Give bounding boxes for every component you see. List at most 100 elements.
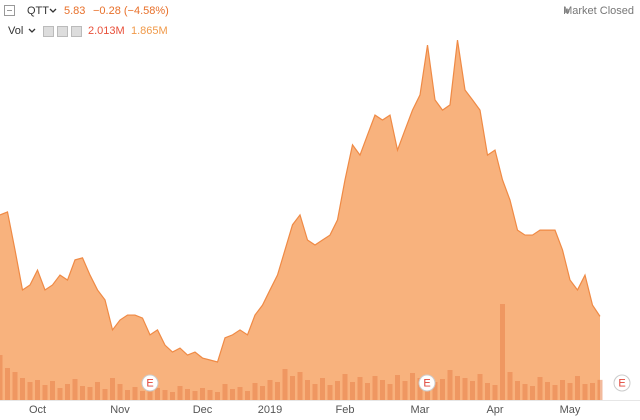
earnings-label: E xyxy=(618,377,625,389)
volume-bar xyxy=(365,383,370,400)
volume-bar xyxy=(57,388,63,400)
volume-bar xyxy=(297,372,303,400)
volume-bar xyxy=(222,384,228,400)
volume-bar xyxy=(515,381,520,400)
volume-bar xyxy=(582,384,588,400)
volume-bar xyxy=(320,378,325,400)
volume-bar xyxy=(350,382,355,400)
x-tick-label: Nov xyxy=(110,404,130,416)
volume-bar xyxy=(470,381,475,400)
volume-bar xyxy=(215,392,220,400)
volume-bar xyxy=(185,389,190,400)
remove-icon[interactable] xyxy=(71,26,82,37)
volume-bar xyxy=(567,383,573,400)
volume-bar xyxy=(192,391,198,400)
volume-bar xyxy=(500,304,505,400)
volume-bar xyxy=(117,384,123,400)
volume-bar xyxy=(335,381,340,400)
x-tick-label: Dec xyxy=(193,404,213,416)
volume-bar xyxy=(12,372,18,400)
volume-bar xyxy=(87,387,93,400)
volume-bar xyxy=(492,385,498,400)
volume-bar xyxy=(95,382,100,400)
volume-bar xyxy=(485,383,490,400)
volume-bar xyxy=(260,386,265,400)
volume-bar xyxy=(552,385,558,400)
volume-bar xyxy=(110,378,115,400)
earnings-marker[interactable] xyxy=(141,374,159,392)
volume-bar xyxy=(410,373,415,400)
volume-bar xyxy=(5,368,10,400)
price-area xyxy=(0,40,600,401)
x-tick-label: Oct xyxy=(29,404,46,416)
volume-bar xyxy=(72,379,78,400)
volume-bar xyxy=(170,392,175,400)
volume-average: 1.865M xyxy=(131,25,168,37)
volume-bar xyxy=(590,383,595,400)
volume-bar xyxy=(372,376,378,400)
volume-bar xyxy=(402,381,408,400)
symbol-dropdown[interactable] xyxy=(49,8,57,13)
volume-bar xyxy=(20,378,25,400)
volume-bar xyxy=(417,378,423,400)
volume-bar xyxy=(42,385,48,400)
settings-icon[interactable] xyxy=(43,26,54,37)
volume-bar xyxy=(245,391,250,400)
volume-bar xyxy=(140,391,145,400)
volume-bar xyxy=(275,382,280,400)
hide-icon[interactable] xyxy=(57,26,68,37)
volume-dropdown[interactable] xyxy=(28,28,36,33)
market-status: Market Closed xyxy=(563,5,634,17)
volume-label[interactable]: Vol xyxy=(8,25,23,37)
x-tick-label: 2019 xyxy=(258,404,282,416)
volume-bar xyxy=(560,380,565,400)
volume-bar xyxy=(230,389,235,400)
volume-bar xyxy=(305,380,310,400)
volume-bar xyxy=(155,388,160,400)
volume-bar xyxy=(282,369,288,400)
volume-bar xyxy=(455,376,460,400)
volume-bar xyxy=(440,379,445,400)
price-line xyxy=(0,39,601,363)
earnings-label: E xyxy=(423,377,430,389)
volume-bar xyxy=(102,389,108,400)
volume-bar xyxy=(447,370,453,400)
collapse-icon[interactable] xyxy=(4,5,15,16)
volume-bar xyxy=(387,384,393,400)
volume-bar xyxy=(200,388,205,400)
volume-bar xyxy=(575,376,580,400)
volume-bar xyxy=(342,374,348,400)
volume-bar xyxy=(267,380,273,400)
x-tick-label: Mar xyxy=(411,404,430,416)
status-dot xyxy=(564,8,570,14)
volume-bar xyxy=(462,378,468,400)
volume-bar xyxy=(65,384,70,400)
volume-bar xyxy=(545,382,550,400)
x-tick-label: Apr xyxy=(486,404,503,416)
volume-bar xyxy=(50,381,55,400)
earnings-marker[interactable] xyxy=(418,374,436,392)
volume-bar xyxy=(162,390,168,400)
volume-bar xyxy=(290,376,295,400)
price-change: −0.28 (−4.58%) xyxy=(93,5,169,17)
symbol[interactable]: QTT xyxy=(27,5,49,17)
last-price: 5.83 xyxy=(64,5,85,17)
volume-bar xyxy=(132,387,138,400)
volume-bar xyxy=(507,372,513,400)
volume-bar xyxy=(537,377,543,400)
volume-bar xyxy=(597,379,603,400)
volume-bar xyxy=(177,386,183,400)
volume-bar xyxy=(380,380,385,400)
volume-bar xyxy=(80,386,85,400)
x-tick-label: Feb xyxy=(336,404,355,416)
volume-bar xyxy=(252,383,258,400)
earnings-marker[interactable] xyxy=(613,374,631,392)
volume-bar xyxy=(327,385,333,400)
volume-bar xyxy=(522,384,528,400)
volume-bar xyxy=(147,385,153,400)
volume-bar xyxy=(125,390,130,400)
volume-bar xyxy=(477,374,483,400)
earnings-label: E xyxy=(146,377,153,389)
volume-bar xyxy=(207,390,213,400)
volume-bar xyxy=(35,380,40,400)
